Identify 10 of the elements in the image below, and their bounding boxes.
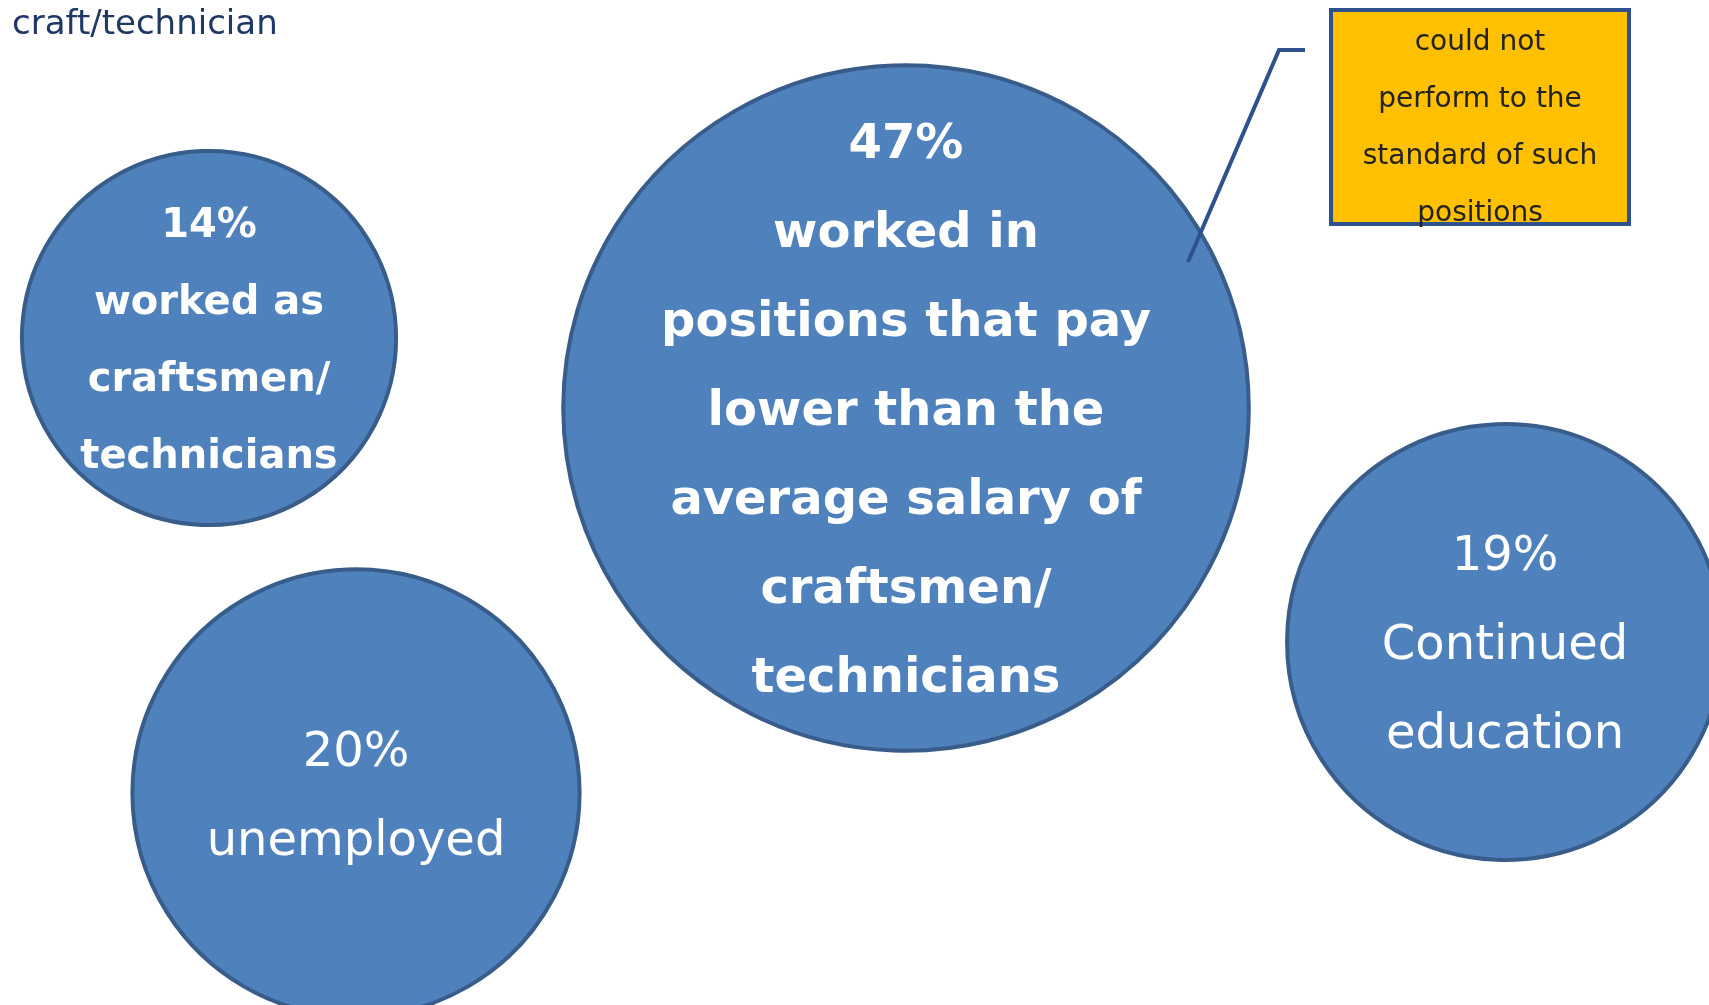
category-label: worked in positions that pay lower than the average salary of craftsmen/ technicians: [661, 202, 1151, 703]
text: craft/technician: [12, 2, 278, 42]
category-label: unemployed: [206, 809, 506, 866]
category-label: worked as craftsmen/ technicians: [80, 276, 338, 477]
data-label: 20%: [302, 720, 410, 777]
data-label: 14%: [161, 199, 257, 246]
data-label: 19%: [1451, 525, 1559, 581]
text: could not perform to the standard of such positions: [1329, 8, 1631, 228]
category-label: Continued education: [1381, 614, 1629, 759]
data-label: 47%: [848, 113, 964, 169]
